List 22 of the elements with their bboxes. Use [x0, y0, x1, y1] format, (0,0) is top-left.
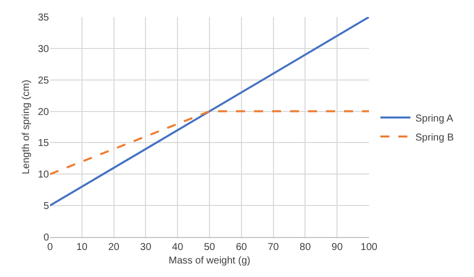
- x-axis-title: Mass of weight (g): [168, 256, 250, 266]
- y-axis-title: Length of spring (cm): [20, 80, 32, 174]
- x-tick-label: 50: [204, 242, 216, 253]
- x-tick-label: 70: [268, 242, 280, 253]
- y-tick-label: 35: [38, 12, 50, 24]
- x-tick-label: 80: [300, 242, 312, 253]
- legend-label: Spring B: [415, 132, 454, 144]
- y-tick-label: 10: [38, 170, 50, 181]
- y-tick-label: 0: [43, 232, 50, 244]
- x-tick-label: 100: [360, 242, 378, 253]
- x-tick-label: 90: [332, 242, 344, 253]
- y-tick-label: 15: [38, 138, 50, 150]
- y-tick-label: 5: [43, 201, 50, 212]
- x-tick-label: 60: [236, 242, 248, 253]
- y-tick-label: 30: [38, 44, 50, 55]
- legend-label: Spring A: [415, 113, 454, 124]
- x-tick-label: 40: [172, 242, 184, 253]
- y-tick-label: 20: [38, 106, 50, 118]
- x-tick-label: 20: [108, 242, 120, 253]
- y-tick-label: 25: [38, 75, 50, 86]
- x-tick-label: 30: [140, 242, 152, 253]
- x-tick-label: 10: [76, 242, 88, 253]
